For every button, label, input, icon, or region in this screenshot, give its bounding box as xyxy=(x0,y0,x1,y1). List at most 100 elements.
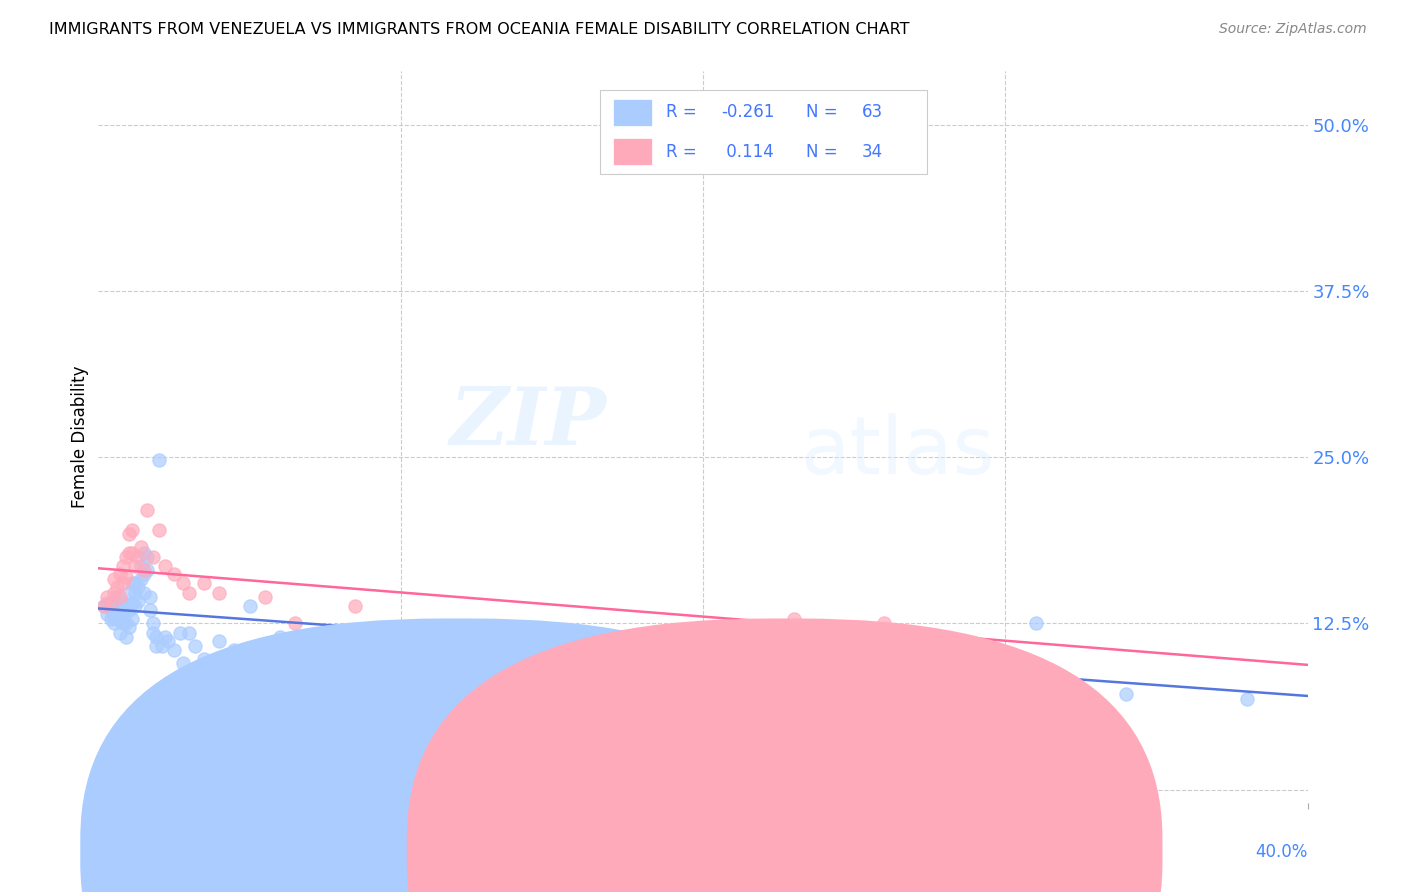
Point xyxy=(135,563,157,577)
Point xyxy=(129,573,152,587)
Point xyxy=(193,576,215,591)
Point xyxy=(114,616,136,631)
Point xyxy=(127,549,149,564)
Point xyxy=(114,599,136,613)
Point xyxy=(269,630,291,644)
Point xyxy=(344,599,367,613)
Point xyxy=(124,585,146,599)
Point xyxy=(118,603,141,617)
Point xyxy=(179,625,201,640)
Point xyxy=(129,559,152,574)
Point xyxy=(135,549,157,564)
Point xyxy=(142,625,165,640)
Point xyxy=(169,625,191,640)
Point xyxy=(153,630,176,644)
Point xyxy=(139,590,162,604)
Point xyxy=(103,585,125,599)
Point xyxy=(163,567,186,582)
Point xyxy=(132,567,155,582)
Point xyxy=(114,549,136,564)
Text: 0.0%: 0.0% xyxy=(98,843,141,861)
Point xyxy=(121,596,143,610)
Point xyxy=(145,630,167,644)
Point xyxy=(208,633,231,648)
Point xyxy=(105,612,128,626)
Point xyxy=(163,643,186,657)
Point xyxy=(105,603,128,617)
Point xyxy=(96,596,118,610)
Point xyxy=(127,593,149,607)
Point xyxy=(100,612,122,626)
Text: Source: ZipAtlas.com: Source: ZipAtlas.com xyxy=(1219,22,1367,37)
Y-axis label: Female Disability: Female Disability xyxy=(70,366,89,508)
Point xyxy=(172,656,194,670)
Point xyxy=(108,567,131,582)
Point xyxy=(118,585,141,599)
Point xyxy=(118,620,141,634)
Point xyxy=(100,596,122,610)
Point xyxy=(111,607,134,621)
Point xyxy=(132,563,155,577)
Point xyxy=(873,616,896,631)
Point xyxy=(121,612,143,626)
Point xyxy=(111,596,134,610)
Point xyxy=(239,599,262,613)
Point xyxy=(114,570,136,584)
Point xyxy=(224,643,246,657)
Point xyxy=(135,503,157,517)
Point xyxy=(124,599,146,613)
Point xyxy=(124,576,146,591)
Point xyxy=(150,639,173,653)
Point xyxy=(108,625,131,640)
Point xyxy=(103,593,125,607)
Point xyxy=(93,599,115,613)
Point xyxy=(118,527,141,541)
Point xyxy=(118,546,141,560)
Point xyxy=(111,576,134,591)
Point xyxy=(111,616,134,631)
Point xyxy=(299,709,322,723)
Text: 40.0%: 40.0% xyxy=(1256,843,1308,861)
Point xyxy=(284,616,307,631)
Point xyxy=(142,616,165,631)
Point xyxy=(121,576,143,591)
Point xyxy=(124,559,146,574)
Point xyxy=(253,590,276,604)
Point xyxy=(1024,616,1046,631)
Point xyxy=(132,585,155,599)
Point xyxy=(108,612,131,626)
Point xyxy=(121,546,143,560)
Point xyxy=(127,580,149,594)
Point xyxy=(105,580,128,594)
Point xyxy=(129,541,152,555)
Point xyxy=(783,612,806,626)
Point xyxy=(142,549,165,564)
Point xyxy=(145,639,167,653)
Point xyxy=(208,585,231,599)
Text: Immigrants from Venezuela: Immigrants from Venezuela xyxy=(482,843,713,861)
FancyBboxPatch shape xyxy=(80,618,837,892)
Point xyxy=(96,590,118,604)
Point xyxy=(193,652,215,666)
Point xyxy=(96,607,118,621)
Point xyxy=(481,630,503,644)
Point xyxy=(114,630,136,644)
Text: IMMIGRANTS FROM VENEZUELA VS IMMIGRANTS FROM OCEANIA FEMALE DISABILITY CORRELATI: IMMIGRANTS FROM VENEZUELA VS IMMIGRANTS … xyxy=(49,22,910,37)
Text: ZIP: ZIP xyxy=(450,384,606,461)
Point xyxy=(148,523,170,537)
Point xyxy=(172,576,194,591)
Point xyxy=(108,607,131,621)
Point xyxy=(105,590,128,604)
Point xyxy=(153,559,176,574)
Point xyxy=(132,546,155,560)
Point xyxy=(103,573,125,587)
Point xyxy=(93,599,115,613)
Point xyxy=(103,609,125,624)
Point xyxy=(103,616,125,631)
Point xyxy=(139,603,162,617)
Text: atlas: atlas xyxy=(800,413,994,491)
Point xyxy=(100,603,122,617)
Point xyxy=(156,633,179,648)
Point xyxy=(108,590,131,604)
Point xyxy=(148,452,170,467)
